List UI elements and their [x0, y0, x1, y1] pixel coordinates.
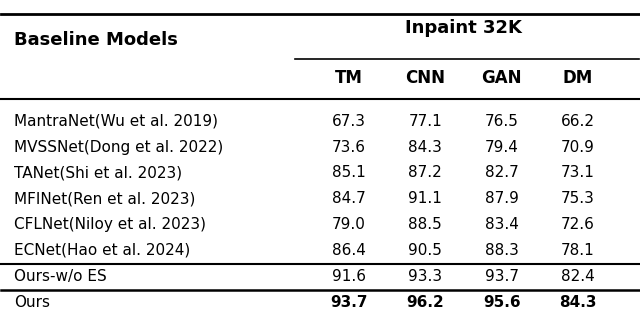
Text: 86.4: 86.4 — [332, 243, 365, 258]
Text: 91.1: 91.1 — [408, 191, 442, 206]
Text: 95.6: 95.6 — [483, 295, 520, 310]
Text: GAN: GAN — [481, 69, 522, 87]
Text: 79.0: 79.0 — [332, 217, 365, 232]
Text: Ours: Ours — [14, 295, 50, 310]
Text: 82.7: 82.7 — [484, 165, 518, 180]
Text: 72.6: 72.6 — [561, 217, 595, 232]
Text: 91.6: 91.6 — [332, 269, 365, 284]
Text: ECNet(Hao et al. 2024): ECNet(Hao et al. 2024) — [14, 243, 190, 258]
Text: 83.4: 83.4 — [484, 217, 518, 232]
Text: Inpaint 32K: Inpaint 32K — [405, 19, 522, 37]
Text: MantraNet(Wu et al. 2019): MantraNet(Wu et al. 2019) — [14, 114, 218, 129]
Text: 78.1: 78.1 — [561, 243, 595, 258]
Text: 84.3: 84.3 — [559, 295, 597, 310]
Text: 88.3: 88.3 — [484, 243, 518, 258]
Text: CNN: CNN — [405, 69, 445, 87]
Text: CFLNet(Niloy et al. 2023): CFLNet(Niloy et al. 2023) — [14, 217, 206, 232]
Text: 84.7: 84.7 — [332, 191, 365, 206]
Text: 82.4: 82.4 — [561, 269, 595, 284]
Text: 75.3: 75.3 — [561, 191, 595, 206]
Text: 73.6: 73.6 — [332, 139, 365, 154]
Text: 70.9: 70.9 — [561, 139, 595, 154]
Text: 76.5: 76.5 — [484, 114, 518, 129]
Text: 77.1: 77.1 — [408, 114, 442, 129]
Text: TM: TM — [335, 69, 363, 87]
Text: 88.5: 88.5 — [408, 217, 442, 232]
Text: DM: DM — [563, 69, 593, 87]
Text: 93.7: 93.7 — [330, 295, 367, 310]
Text: Baseline Models: Baseline Models — [14, 31, 178, 49]
Text: 90.5: 90.5 — [408, 243, 442, 258]
Text: 84.3: 84.3 — [408, 139, 442, 154]
Text: 87.9: 87.9 — [484, 191, 518, 206]
Text: Ours-w/o ES: Ours-w/o ES — [14, 269, 107, 284]
Text: 67.3: 67.3 — [332, 114, 365, 129]
Text: MFINet(Ren et al. 2023): MFINet(Ren et al. 2023) — [14, 191, 195, 206]
Text: 87.2: 87.2 — [408, 165, 442, 180]
Text: 66.2: 66.2 — [561, 114, 595, 129]
Text: TANet(Shi et al. 2023): TANet(Shi et al. 2023) — [14, 165, 182, 180]
Text: 93.7: 93.7 — [484, 269, 518, 284]
Text: MVSSNet(Dong et al. 2022): MVSSNet(Dong et al. 2022) — [14, 139, 223, 154]
Text: 85.1: 85.1 — [332, 165, 365, 180]
Text: 79.4: 79.4 — [484, 139, 518, 154]
Text: 93.3: 93.3 — [408, 269, 442, 284]
Text: 73.1: 73.1 — [561, 165, 595, 180]
Text: 96.2: 96.2 — [406, 295, 444, 310]
